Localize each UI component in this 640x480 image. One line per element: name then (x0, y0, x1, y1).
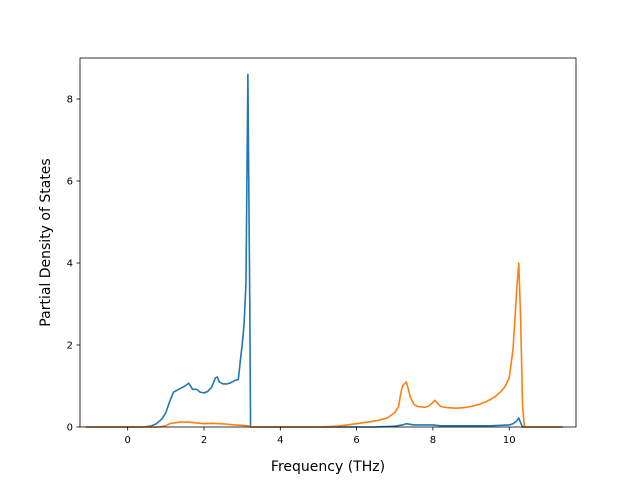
x-axis-label: Frequency (THz) (271, 459, 385, 475)
y-axis-label: Partial Density of States (38, 158, 54, 326)
x-tick-label: 10 (503, 435, 516, 446)
series-line-2 (85, 262, 563, 428)
y-tick-label: 8 (67, 95, 73, 106)
series-line-1 (85, 73, 563, 428)
y-tick-label: 4 (67, 259, 73, 270)
y-tick-label: 2 (67, 341, 73, 352)
x-tick-label: 8 (430, 435, 436, 446)
x-tick-label: 2 (201, 435, 207, 446)
series-layer (85, 73, 563, 428)
x-axis-ticks: 0 2 4 6 8 10 (125, 427, 516, 446)
y-tick-label: 0 (67, 423, 73, 434)
plot-frame (79, 57, 577, 428)
x-tick-label: 6 (353, 435, 359, 446)
x-tick-label: 4 (277, 435, 283, 446)
y-axis-ticks: 0 2 4 6 8 (67, 95, 80, 434)
y-tick-label: 6 (67, 177, 73, 188)
x-tick-label: 0 (125, 435, 131, 446)
